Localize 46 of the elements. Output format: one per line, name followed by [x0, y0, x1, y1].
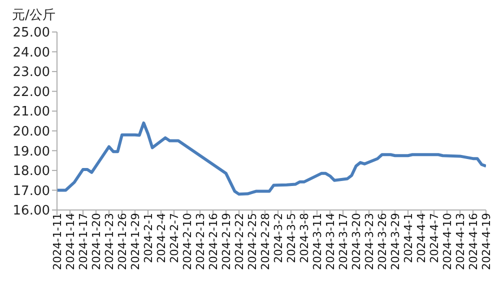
- x-tick-label: 2024-2-22: [232, 213, 246, 270]
- x-tick-label: 2024-3-8: [298, 213, 311, 263]
- x-tick-label: 2024-3-5: [284, 213, 298, 263]
- x-tick-label: 2024-1-14: [64, 213, 77, 270]
- x-tick-label: 2024-2-13: [194, 213, 207, 270]
- x-tick-label: 2024-4-19: [480, 213, 493, 270]
- y-tick-label: 19.00: [12, 144, 50, 160]
- x-tick-label: 2024-2-4: [154, 213, 168, 263]
- x-tick-label: 2024-3-26: [376, 213, 389, 270]
- x-tick-label: 2024-1-26: [116, 213, 129, 270]
- x-tick-label: 2024-2-10: [180, 213, 194, 270]
- x-tick-label: 2024-1-11: [50, 213, 64, 270]
- y-tick-label: 21.00: [12, 104, 50, 120]
- y-tick-label: 24.00: [12, 45, 50, 60]
- x-tick-label: 2024-2-16: [206, 213, 220, 270]
- y-tick-label: 22.00: [12, 84, 50, 100]
- x-tick-label: 2024-4-1: [402, 213, 415, 263]
- x-tick-label: 2024-4-10: [440, 213, 454, 270]
- x-tick-label: 2024-2-28: [258, 213, 272, 270]
- x-tick-label: 2024-3-29: [388, 213, 402, 270]
- x-tick-label: 2024-1-23: [102, 213, 116, 270]
- y-tick-label: 18.00: [12, 164, 50, 180]
- x-tick-label: 2024-3-17: [336, 213, 350, 270]
- x-tick-label: 2024-3-20: [350, 213, 363, 270]
- y-tick-label: 17.00: [12, 184, 50, 199]
- x-tick-label: 2024-3-2: [272, 213, 285, 263]
- y-tick-label: 16.00: [12, 204, 50, 219]
- x-tick-label: 2024-4-7: [428, 213, 441, 263]
- x-tick-label: 2024-1-20: [90, 213, 103, 270]
- x-tick-label: 2024-2-7: [168, 213, 181, 263]
- x-tick-label: 2024-4-16: [466, 213, 480, 270]
- x-tick-label: 2024-2-1: [142, 213, 155, 263]
- x-tick-label: 2024-4-13: [454, 213, 467, 270]
- x-tick-label: 2024-1-29: [128, 213, 142, 270]
- y-axis-title: 元/公斤: [12, 7, 56, 24]
- y-tick-label: 23.00: [12, 65, 50, 80]
- x-tick-label: 2024-4-4: [414, 213, 428, 263]
- y-tick-label: 25.00: [12, 26, 50, 41]
- line-series: [57, 121, 486, 196]
- x-tick-label: 2024-3-14: [324, 213, 337, 270]
- x-tick-label: 2024-1-17: [76, 213, 90, 270]
- x-tick-label: 2024-3-11: [310, 213, 324, 270]
- x-tick-label: 2024-2-25: [246, 213, 259, 270]
- y-tick-label: 20.00: [12, 124, 50, 140]
- x-tick-label: 2024-3-23: [362, 213, 376, 270]
- x-tick-label: 2024-2-19: [220, 213, 233, 270]
